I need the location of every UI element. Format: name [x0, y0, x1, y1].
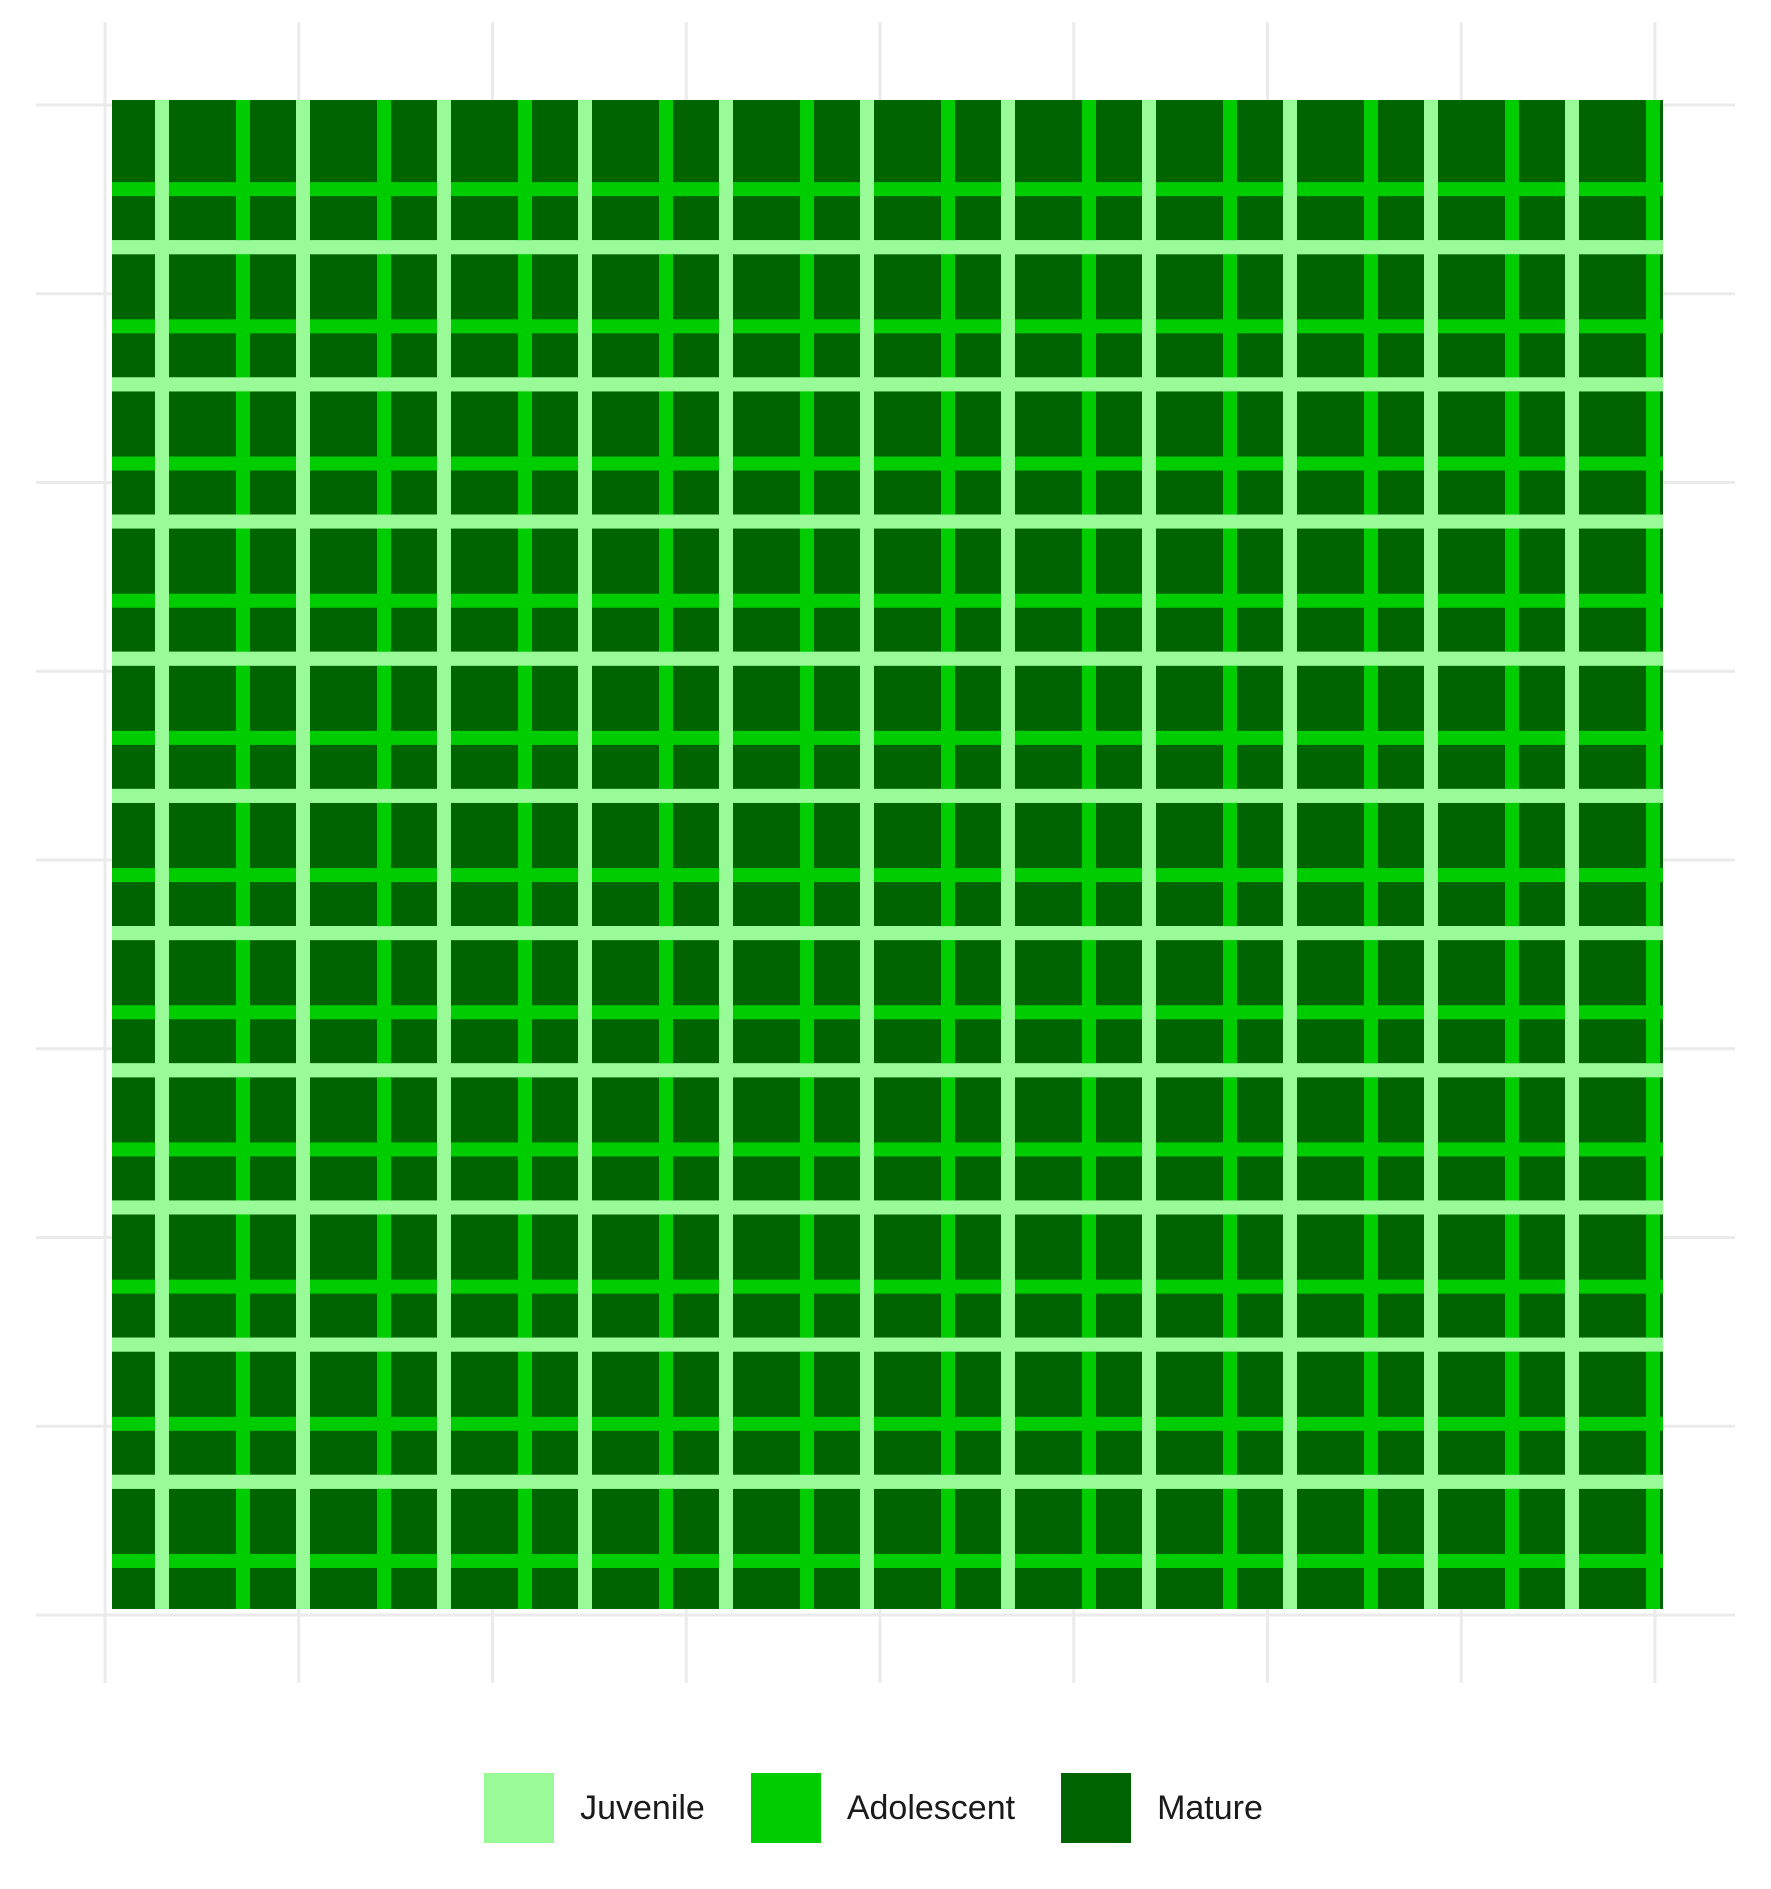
tile-row-adolescent	[112, 456, 1663, 471]
tile-row-juvenile-top	[112, 651, 1663, 666]
legend-item-juvenile: Juvenile	[484, 1773, 729, 1843]
legend-label-mature: Mature	[1157, 1788, 1263, 1827]
tile-row-juvenile-top	[112, 1337, 1663, 1352]
tile-col-adolescent	[377, 100, 391, 1609]
legend-item-mature: Mature	[1061, 1773, 1287, 1843]
tile-col-adolescent	[236, 100, 250, 1609]
legend-label-adolescent: Adolescent	[846, 1788, 1016, 1827]
tile-col-juvenile	[1424, 100, 1438, 1609]
tile-row-adolescent	[112, 182, 1663, 197]
tile-mature-fill	[112, 100, 1663, 1609]
tile-row-juvenile-top	[112, 514, 1663, 529]
tile-col-adolescent	[1082, 100, 1096, 1609]
tile-row-juvenile-top	[112, 1063, 1663, 1078]
tile-col-adolescent	[659, 100, 673, 1609]
legend-swatch-mature	[1061, 1773, 1132, 1843]
tile-row-adolescent	[112, 1553, 1663, 1568]
tile-row-adolescent	[112, 1416, 1663, 1431]
tile-col-juvenile	[1142, 100, 1156, 1609]
legend-item-adolescent: Adolescent	[750, 1773, 1039, 1843]
tile-col-juvenile	[155, 100, 169, 1609]
tile-row-juvenile-top	[112, 377, 1663, 392]
tile-col-adolescent	[1505, 100, 1519, 1609]
tile-col-juvenile	[296, 100, 310, 1609]
tile-col-juvenile	[860, 100, 874, 1609]
tile-col-juvenile	[1001, 100, 1015, 1609]
tile-row-adolescent	[112, 593, 1663, 608]
tile-row-juvenile-top	[112, 1200, 1663, 1215]
tile-row-adolescent	[112, 1005, 1663, 1020]
tile-row-adolescent	[112, 1142, 1663, 1157]
tile-row-juvenile-top	[112, 926, 1663, 941]
tile-col-adolescent	[800, 100, 814, 1609]
tile-row-adolescent	[112, 868, 1663, 883]
tile-col-juvenile	[1283, 100, 1297, 1609]
tile-col-adolescent	[1364, 100, 1378, 1609]
legend-label-juvenile: Juvenile	[580, 1788, 705, 1827]
legend-swatch-adolescent	[750, 1773, 821, 1843]
tile-col-adolescent	[941, 100, 955, 1609]
legend-swatch-juvenile	[484, 1773, 555, 1843]
tile-col-adolescent	[1646, 100, 1660, 1609]
tile-col-juvenile	[578, 100, 592, 1609]
tile-row-juvenile-top	[112, 240, 1663, 255]
tile-row-juvenile-top	[112, 1474, 1663, 1489]
tile-row-adolescent	[112, 319, 1663, 334]
heatmap-tiles	[112, 100, 1663, 1609]
tile-col-adolescent	[1223, 100, 1237, 1609]
legend: Juvenile Adolescent Mature	[0, 1770, 1771, 1846]
tile-row-adolescent	[112, 730, 1663, 745]
tile-col-juvenile	[1565, 100, 1579, 1609]
tile-row-juvenile-top	[112, 788, 1663, 803]
tile-col-juvenile	[719, 100, 733, 1609]
tile-col-juvenile	[437, 100, 451, 1609]
tile-col-adolescent	[518, 100, 532, 1609]
tile-row-adolescent	[112, 1279, 1663, 1294]
